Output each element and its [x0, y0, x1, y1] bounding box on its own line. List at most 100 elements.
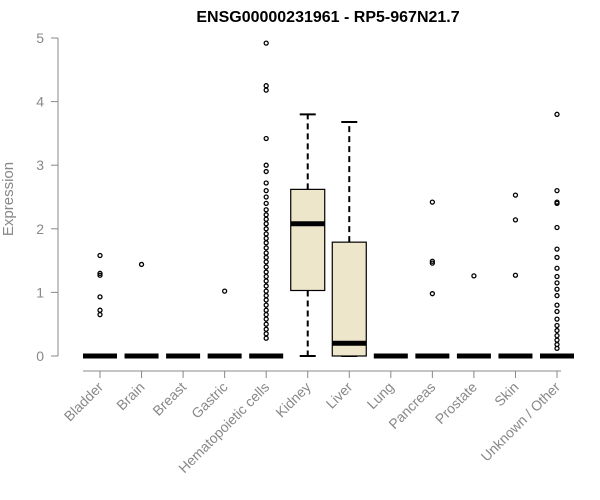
outlier-point: [263, 207, 269, 213]
outlier-point: [263, 307, 269, 313]
outlier-point: [554, 308, 560, 315]
box-group: [498, 192, 533, 359]
outlier-point: [554, 286, 560, 292]
outlier-point: [263, 226, 269, 232]
box: [331, 241, 367, 357]
outlier-point: [263, 288, 269, 294]
x-tick-label: Unknown / Other: [478, 379, 564, 465]
x-tick-label: Lung: [364, 379, 397, 412]
outlier-point: [263, 187, 269, 194]
outlier-point: [263, 321, 269, 327]
outlier-point: [263, 278, 269, 284]
x-tick-label: Bladder: [61, 379, 107, 425]
outlier-point: [263, 200, 269, 207]
outlier-point: [97, 272, 103, 278]
outlier-point: [554, 302, 560, 308]
outlier-point: [554, 111, 560, 117]
y-tick-label: 1: [36, 284, 44, 300]
outlier-point: [263, 240, 269, 246]
outlier-point: [263, 40, 269, 46]
x-tick-label: Kidney: [272, 379, 314, 421]
outlier-point: [263, 87, 269, 93]
outlier-point: [554, 316, 560, 322]
outlier-point: [512, 272, 519, 278]
outlier-point: [97, 252, 103, 259]
y-axis-label: Expression: [0, 162, 17, 236]
outlier-point: [554, 322, 560, 329]
outlier-point: [263, 212, 269, 218]
chart-title: ENSG00000231961 - RP5-967N21.7: [196, 9, 459, 26]
x-tick-label: Skin: [491, 379, 522, 410]
outlier-point: [554, 187, 560, 194]
box-group: [415, 199, 450, 359]
box-group: [331, 120, 367, 357]
outlier-point: [263, 250, 269, 256]
outlier-point: [263, 302, 269, 308]
outlier-point: [554, 327, 560, 334]
outlier-point: [263, 326, 269, 332]
outlier-point: [263, 264, 269, 270]
x-tick-label: Brain: [113, 379, 147, 413]
box-group: [249, 40, 284, 359]
outlier-point: [554, 341, 560, 348]
y-ticks: 0 1 2 3 4 5: [36, 30, 58, 364]
outlier-point: [554, 224, 560, 231]
outlier-point: [221, 288, 228, 294]
box-group: [290, 113, 326, 357]
box-group: [540, 111, 574, 359]
outlier-point: [263, 292, 269, 299]
box-group: [456, 273, 491, 359]
boxes: [83, 40, 574, 359]
outlier-point: [263, 316, 269, 322]
outlier-point: [263, 83, 269, 89]
outlier-point: [554, 273, 560, 280]
outlier-point: [554, 254, 560, 261]
outlier-point: [263, 194, 269, 200]
box: [290, 188, 326, 292]
outlier-point: [263, 135, 269, 142]
outlier-point: [263, 269, 269, 275]
y-tick-label: 3: [36, 157, 44, 173]
outlier-point: [263, 283, 269, 289]
outlier-point: [554, 246, 560, 252]
box-group: [124, 261, 159, 359]
outlier-point: [263, 331, 269, 337]
x-tick-label: Prostate: [432, 379, 480, 427]
outlier-point: [512, 192, 519, 198]
x-tick-label: Liver: [323, 379, 356, 412]
y-tick-label: 4: [36, 94, 44, 110]
outlier-point: [263, 245, 269, 251]
y-tick-label: 5: [36, 30, 44, 46]
outlier-point: [512, 217, 519, 223]
outlier-point: [263, 335, 269, 341]
outlier-point: [554, 280, 560, 286]
x-tick-label: Breast: [149, 379, 189, 419]
outlier-point: [263, 216, 269, 222]
outlier-point: [263, 259, 269, 265]
outlier-point: [263, 162, 269, 168]
box-group: [83, 252, 117, 359]
outlier-point: [429, 258, 436, 264]
box-group: [207, 288, 242, 359]
outlier-point: [554, 337, 560, 343]
outlier-point: [263, 235, 269, 241]
outlier-point: [97, 294, 103, 300]
outlier-point: [263, 221, 269, 227]
outlier-point: [97, 270, 103, 276]
outlier-point: [97, 307, 103, 313]
outlier-point: [263, 231, 269, 237]
outlier-point: [471, 273, 477, 279]
outlier-point: [263, 273, 269, 280]
y-tick-label: 2: [36, 221, 44, 237]
outlier-point: [263, 168, 269, 175]
outlier-point: [138, 261, 145, 268]
outlier-point: [554, 332, 560, 339]
outlier-point: [554, 265, 560, 271]
outlier-point: [429, 260, 436, 266]
outlier-point: [263, 297, 269, 303]
outlier-point: [263, 254, 269, 261]
y-tick-label: 0: [36, 348, 44, 364]
outlier-point: [554, 292, 560, 299]
